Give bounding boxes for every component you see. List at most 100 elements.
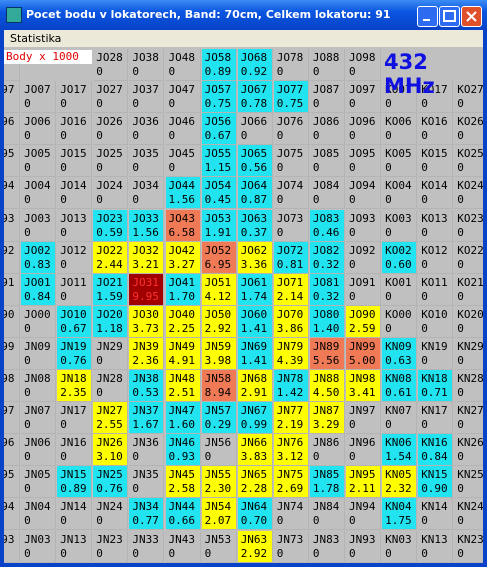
locator-cell: KN16 0.84 [418,434,454,467]
locator-value: 3.73 [132,321,159,335]
locator-cell: JN18 2.35 [57,370,93,402]
locator-cell: JO80 1.40 [309,305,345,338]
locator-label: KN03 [385,532,412,546]
locator-label: KN13 [421,532,448,546]
locator-value: 3.36 [240,257,268,271]
locator-value: 0 [96,97,103,111]
locator-label: JN09 [24,339,51,353]
locator-label: JN25 [96,468,123,482]
menu-item[interactable]: Statistika [10,32,62,45]
locator-cell: JN15 0.89 [57,466,93,499]
locator-label: JO43 [168,211,196,225]
menu-bar: Statistika [4,30,483,47]
locator-cell: JO95 0 [346,145,381,178]
locator-value: 0 [24,129,31,143]
locator-cell: JO54 0.45 [201,177,237,210]
locator-value: 4.91 [168,353,196,367]
locator-value: 0 [60,257,67,271]
locator-value: 0 [457,321,464,335]
locator-label: JO80 [312,307,340,321]
locator-value: 0 [349,450,356,464]
locator-label: JN78 [276,372,304,385]
locator-value: 1.60 [168,418,196,432]
locator-cell: KO12 0 [418,241,454,274]
locator-label: JO56 [204,115,232,129]
locator-label: JO10 [60,307,87,321]
locator-cell: JO10 0.67 [57,305,93,338]
locator-cell: JO64 0.87 [237,177,273,210]
locator-value: 0.66 [168,514,196,528]
locator-label: JO75 [276,147,304,161]
locator-cell: JN87 3.29 [309,402,345,435]
locator-cell: KO25 0 [454,145,483,178]
locator-cell: JO74 0 [273,177,309,210]
minimize-button[interactable] [417,6,438,27]
locator-label: KN25 [457,468,483,482]
locator-value: 2.35 [60,386,87,399]
locator-cell: JN78 1.42 [273,370,309,402]
locator-value: 0.29 [204,418,232,432]
locator-cell: JO06 0 [21,113,57,146]
locator-label: JN66 [240,436,268,450]
locator-cell: KN28 0 [454,370,483,402]
locator-cell: JO03 0 [21,209,57,242]
locator-cell: KN25 0 [454,466,483,499]
locator-value: 0.84 [421,450,448,464]
locator-label: JN87 [312,404,340,418]
locator-value: 1.75 [385,514,412,528]
locator-label: KN05 [385,468,412,482]
locator-label: KO12 [421,243,448,257]
locator-label: JN16 [60,436,87,450]
locator-label: JO25 [96,147,123,161]
locator-label: JN59 [204,339,232,353]
locator-value: 1.59 [96,289,123,303]
locator-cell: JO34 0 [129,177,165,210]
locator-label: KO15 [421,147,448,161]
locator-cell: KO23 0 [454,209,483,242]
locator-cell: JO12 0 [57,241,93,274]
locator-cell: KO04 0 [382,177,418,210]
locator-label: JN03 [24,532,51,546]
locator-label: KN08 [385,372,412,385]
locator-label: JN75 [276,468,304,482]
locator-label: JO12 [60,243,87,257]
locator-cell: JN76 3.12 [273,434,309,467]
locator-label: JN99 [349,339,376,353]
locator-cell: JN27 2.55 [93,402,129,435]
locator-label: JO97 [349,83,376,97]
locator-value: 0 [60,193,67,207]
locator-label: IO97 [4,83,15,97]
locator-value: 0 [421,161,428,175]
locator-label: JN54 [204,500,232,514]
locator-cell: IO900 [4,305,20,338]
locator-value: 2.36 [132,353,159,367]
locator-label: JN24 [96,500,123,514]
locator-label: JO51 [204,275,232,289]
locator-value: 0 [132,129,140,143]
locator-cell: JO16 0 [57,113,93,146]
locator-cell: JN69 1.41 [237,337,273,370]
locator-cell: JO83 0.46 [309,209,345,242]
close-button[interactable] [461,6,482,27]
locator-label: JO24 [96,179,123,193]
locator-label: KN17 [421,404,448,418]
locator-value: 3.21 [132,257,159,271]
locator-label: JN13 [60,532,87,546]
locator-label: JN67 [240,404,268,418]
locator-label: JO88 [312,51,340,64]
locator-label: JO57 [204,83,232,97]
locator-cell: JN56 0 [201,434,237,467]
locator-cell: JN74 0 [273,498,309,531]
locator-value: 1.70 [168,289,196,303]
locator-value: 0 [60,289,67,303]
locator-value: 0 [24,386,31,399]
locator-label: JO73 [276,211,304,225]
locator-value: 0 [60,129,67,143]
locator-value: 2.92 [204,321,232,335]
locator-label: JO95 [349,147,376,161]
locator-value: 0 [457,546,464,560]
locator-label: JO63 [240,211,268,225]
maximize-button[interactable] [439,6,460,27]
locator-value: 2.28 [240,482,268,496]
